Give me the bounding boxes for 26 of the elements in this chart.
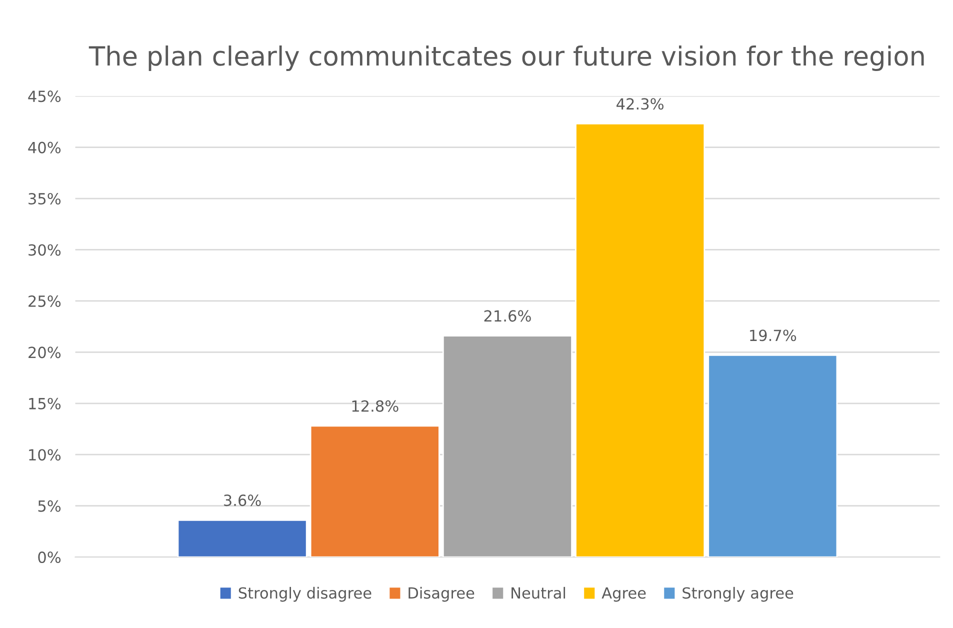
y-tick-label: 20% [28, 346, 61, 358]
legend-label: Neutral [512, 586, 566, 599]
data-label: 21.6% [484, 310, 531, 322]
data-label: 12.8% [352, 400, 398, 412]
bar [442, 335, 572, 558]
y-tick-label: 40% [28, 142, 61, 154]
bar [575, 123, 706, 558]
y-tick-label: 15% [29, 398, 61, 410]
data-label: 42.3% [616, 98, 664, 110]
data-label: 19.7% [750, 330, 796, 342]
legend-label: Strongly agree [682, 586, 794, 602]
y-tick-label: 25% [28, 295, 61, 307]
legend-label: Disagree [408, 586, 474, 602]
bar [177, 519, 308, 558]
data-label: 3.6% [224, 494, 261, 506]
y-tick-label: 30% [28, 244, 61, 256]
y-tick-label: 0% [38, 552, 61, 564]
y-tick-label: 10% [29, 449, 61, 461]
chart-title: The plan clearly communitcates our future vision for the region [88, 45, 924, 72]
y-tick-label: 5% [38, 500, 61, 512]
legend-label: Strongly disagree [238, 586, 372, 602]
y-tick-label: 35% [28, 192, 61, 205]
bar [310, 425, 440, 558]
legend-label: Agree [602, 587, 646, 602]
bar [708, 354, 838, 558]
y-tick-label: 45% [28, 90, 61, 102]
